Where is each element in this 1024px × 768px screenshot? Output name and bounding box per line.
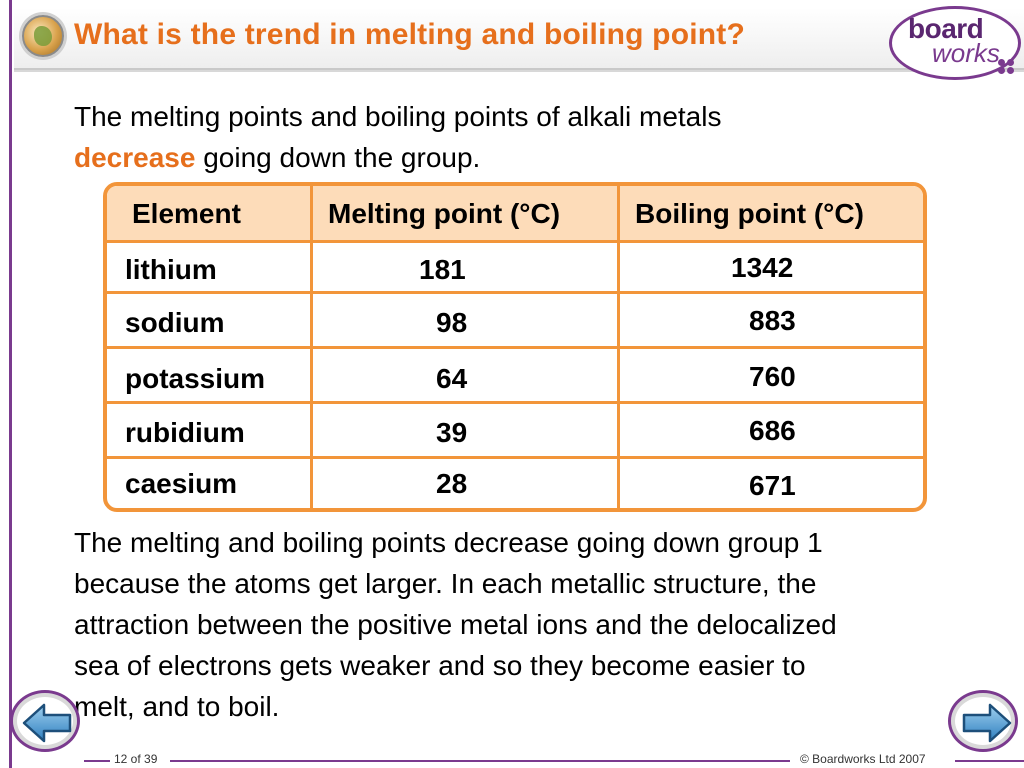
conclusion-line: melt, and to boil.: [74, 691, 280, 722]
brand-dot: [998, 59, 1005, 66]
page-title: What is the trend in melting and boiling…: [74, 18, 746, 51]
previous-slide-button[interactable]: [10, 690, 80, 752]
next-slide-button[interactable]: [948, 690, 1018, 752]
table-row-divider: [107, 346, 923, 349]
cell-melting-sodium: 98: [436, 307, 468, 338]
intro-line-2: decrease going down the group.: [74, 137, 721, 178]
copyright-notice: © Boardworks Ltd 2007: [800, 752, 926, 766]
table-header-row: [107, 186, 923, 242]
header-melting-point: Melting point (°C): [328, 198, 561, 229]
brand-dot: [1007, 59, 1014, 66]
left-arrow-icon: [22, 703, 72, 743]
right-arrow-icon: [962, 703, 1012, 743]
cell-boiling-rubidium: 686: [749, 415, 796, 446]
brand-dot: [998, 67, 1005, 74]
cell-melting-caesium: 28: [436, 468, 468, 499]
cell-boiling-sodium: 883: [749, 305, 796, 336]
table-row-divider: [107, 456, 923, 459]
table-row-divider: [107, 240, 923, 243]
conclusion-line: attraction between the positive metal io…: [74, 609, 837, 640]
table-row-divider: [107, 401, 923, 404]
header-boiling-point: Boiling point (°C): [635, 198, 864, 229]
intro-line-2-rest: going down the group.: [195, 142, 481, 173]
footer-divider: [955, 760, 1024, 762]
boardworks-logo: board works: [889, 6, 1021, 80]
brand-word-board: board: [908, 13, 984, 44]
globe-icon: [22, 15, 64, 57]
conclusion-paragraph: The melting and boiling points decrease …: [74, 522, 837, 727]
cell-element-rubidium: rubidium: [125, 417, 245, 448]
cell-melting-lithium: 181: [419, 254, 466, 285]
slide-left-border: [9, 0, 12, 768]
footer-divider: [84, 760, 110, 762]
intro-highlight-word: decrease: [74, 142, 196, 173]
cell-element-potassium: potassium: [125, 363, 266, 394]
brand-dot: [1007, 67, 1014, 74]
header-element: Element: [132, 198, 241, 229]
table-row-divider: [107, 291, 923, 294]
cell-element-sodium: sodium: [125, 307, 225, 338]
cell-boiling-lithium: 1342: [731, 252, 794, 283]
cell-element-lithium: lithium: [125, 254, 217, 285]
intro-line-1: The melting points and boiling points of…: [74, 101, 722, 132]
conclusion-line: The melting and boiling points decrease …: [74, 527, 823, 558]
conclusion-line: because the atoms get larger. In each me…: [74, 568, 817, 599]
intro-paragraph: The melting points and boiling points of…: [74, 96, 721, 178]
cell-boiling-caesium: 671: [749, 470, 796, 501]
footer-divider: [170, 760, 790, 762]
page-number: 12 of 39: [114, 752, 158, 766]
brand-word-works: works: [932, 38, 1000, 68]
cell-boiling-potassium: 760: [749, 361, 796, 392]
cell-melting-rubidium: 39: [436, 417, 468, 448]
cell-element-caesium: caesium: [125, 468, 238, 499]
conclusion-line: sea of electrons gets weaker and so they…: [74, 650, 806, 681]
cell-melting-potassium: 64: [436, 363, 468, 394]
title-divider: [14, 70, 1024, 72]
melting-boiling-table: Element Melting point (°C) Boiling point…: [103, 182, 927, 512]
title-bar: [14, 8, 1024, 70]
